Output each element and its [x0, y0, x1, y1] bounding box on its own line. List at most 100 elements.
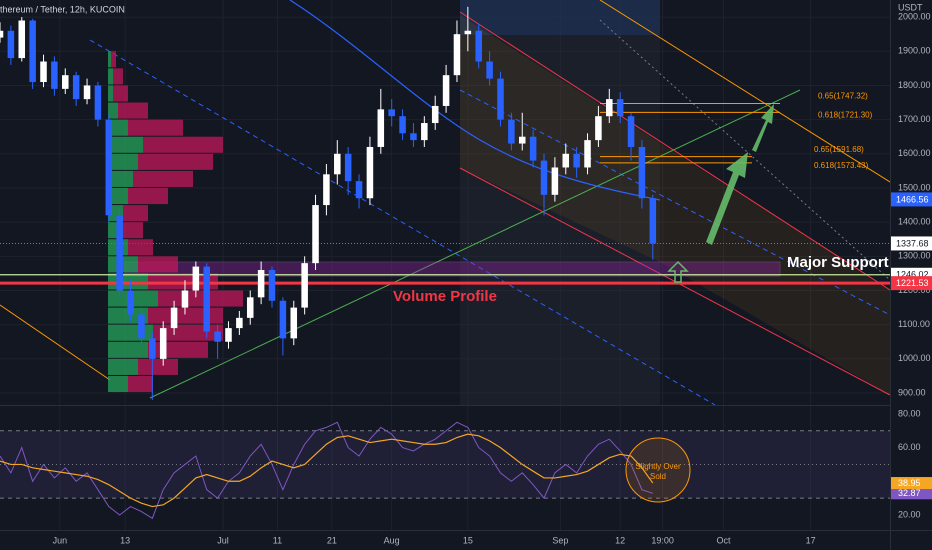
date-range-box: [460, 0, 660, 405]
candle-body: [312, 205, 319, 264]
candle-body: [138, 314, 145, 339]
x-tick-label: Jul: [217, 535, 229, 545]
x-tick-label: 17: [806, 535, 816, 545]
profile-down: [123, 205, 148, 222]
candle-body: [40, 61, 47, 83]
value-tag-label: 38.95: [898, 478, 921, 488]
candle-body: [562, 153, 570, 168]
candle-body: [540, 160, 548, 195]
y-tick-label: 1500.00: [898, 182, 931, 192]
range-header: [460, 0, 660, 35]
x-tick-label: 12: [615, 535, 625, 545]
profile-down: [138, 153, 213, 170]
candle-body: [508, 119, 515, 144]
channel-fill: [460, 15, 890, 395]
candle-body: [475, 30, 482, 62]
y-tick-label: 80.00: [898, 408, 921, 418]
profile-up: [108, 375, 128, 393]
candle-body: [170, 307, 178, 329]
profile-down: [123, 222, 143, 239]
y-tick-label: 1000.00: [898, 353, 931, 363]
value-tag: [891, 477, 932, 490]
candle-body: [323, 174, 330, 206]
candle-body: [595, 116, 602, 141]
candle-body: [149, 338, 156, 359]
profile-down: [128, 119, 183, 136]
candle-body: [225, 328, 232, 342]
profile-down: [133, 170, 193, 187]
price-levels: 0.65(1747.32) 0.618(1721.30) 0.65(1591.68)…: [0, 92, 890, 285]
symbol-title: Ethereum / Tether, 12h, KUCOIN: [0, 4, 125, 14]
candle-body: [584, 140, 591, 168]
rsi-line: [0, 433, 654, 508]
profile-down: [138, 358, 178, 375]
x-tick-label: 11: [273, 535, 282, 545]
profile-down: [138, 256, 178, 273]
profile-down: [128, 239, 153, 256]
candle-body: [203, 266, 210, 332]
x-tick-label: Aug: [384, 535, 400, 545]
axis-unit: USDT: [898, 2, 923, 12]
profile-down: [143, 136, 223, 153]
y-tick-label: 900.00: [898, 387, 926, 397]
profile-up: [108, 358, 138, 375]
price-tag: [891, 276, 932, 291]
y-tick-label: 1800.00: [898, 80, 931, 90]
value-tag-label: 32.87: [898, 488, 921, 498]
profile-up: [108, 136, 143, 153]
x-tick-label: 21: [327, 535, 337, 545]
candle-body: [344, 153, 352, 182]
candle-body: [410, 133, 417, 141]
x-tick-label: 13: [120, 535, 130, 545]
candle-body: [279, 300, 287, 339]
arrow: [667, 260, 689, 283]
moving-average: [289, 0, 661, 201]
candle-body: [127, 290, 134, 315]
candle-body: [268, 270, 276, 301]
arrow: [706, 152, 748, 245]
candle-body: [442, 75, 450, 106]
candle-body: [192, 266, 200, 291]
candle-body: [421, 123, 428, 141]
profile-down: [128, 187, 168, 205]
candle-body: [573, 153, 580, 168]
dashed-trend: [89, 39, 716, 406]
candle-body: [105, 119, 113, 216]
candle-body: [355, 181, 363, 199]
candle-body: [486, 61, 493, 79]
candle-body: [62, 75, 69, 89]
candles: [0, 6, 657, 400]
profile-down: [158, 290, 243, 307]
x-tick-label: Sep: [552, 535, 568, 545]
candle-body: [257, 270, 265, 298]
outer-channel-lower: [0, 304, 111, 381]
y-tick-label: 1300.00: [898, 251, 931, 261]
profile-up: [108, 119, 128, 136]
y-tick-label: 1900.00: [898, 46, 931, 56]
candle-body: [497, 78, 504, 120]
price-tag: [891, 236, 932, 251]
rsi-line: [0, 421, 653, 520]
candle-body: [246, 297, 254, 318]
profile-down: [148, 273, 218, 290]
profile-up: [108, 324, 153, 341]
candle-body: [616, 99, 624, 117]
profile-up: [108, 256, 138, 273]
y-tick-label: 20.00: [898, 509, 921, 519]
price-tag-label: 1466.56: [896, 194, 929, 204]
candle-body: [51, 61, 58, 89]
candle-body: [377, 109, 385, 147]
y-tick-label: 60.00: [898, 442, 921, 452]
fib-label: 0.65(1747.32): [818, 92, 868, 101]
y-tick-label: 1600.00: [898, 148, 931, 158]
profile-up: [108, 85, 113, 102]
arrow: [752, 104, 774, 152]
candle-body: [0, 30, 4, 38]
price-tag: [891, 192, 932, 207]
profile-down: [118, 102, 148, 119]
candle-body: [7, 30, 15, 59]
candle-body: [18, 20, 26, 59]
candle-body: [116, 215, 123, 291]
profile-up: [108, 341, 148, 358]
